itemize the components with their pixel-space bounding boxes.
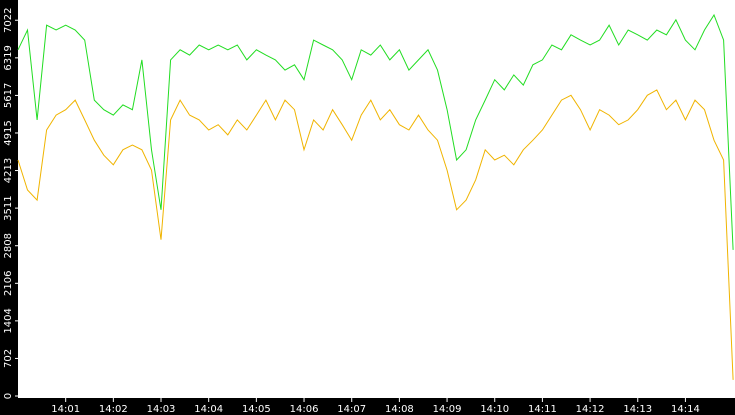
x-tick-label: 14:01 <box>51 404 80 415</box>
x-tick-label: 14:12 <box>576 404 605 415</box>
x-tick-label: 14:04 <box>194 404 223 415</box>
y-tick-label: 0 <box>3 393 14 399</box>
x-tick-label: 14:09 <box>433 404 462 415</box>
y-tick-label: 4213 <box>3 158 14 183</box>
x-tick-label: 14:14 <box>671 404 700 415</box>
y-axis-band <box>0 0 18 415</box>
x-tick-label: 14:08 <box>385 404 414 415</box>
x-tick-label: 14:10 <box>480 404 509 415</box>
x-tick-label: 14:03 <box>147 404 176 415</box>
y-tick-label: 702 <box>3 349 14 368</box>
series-line <box>17 89 734 380</box>
x-tick-label: 14:07 <box>337 404 366 415</box>
y-tick-label: 2106 <box>3 271 14 296</box>
x-axis-band <box>0 398 735 415</box>
series-line <box>17 13 734 250</box>
y-tick-label: 5617 <box>3 83 14 108</box>
y-tick-label: 3511 <box>3 195 14 220</box>
x-tick-label: 14:11 <box>528 404 557 415</box>
y-tick-label: 1404 <box>3 308 14 333</box>
x-tick-label: 14:02 <box>99 404 128 415</box>
x-tick-label: 14:13 <box>623 404 652 415</box>
x-tick-label: 14:05 <box>242 404 271 415</box>
x-tick-label: 14:06 <box>290 404 319 415</box>
y-tick-label: 2808 <box>3 233 14 258</box>
y-tick-label: 4915 <box>3 120 14 145</box>
y-tick-label: 6319 <box>3 45 14 70</box>
y-tick-label: 7022 <box>3 8 14 33</box>
